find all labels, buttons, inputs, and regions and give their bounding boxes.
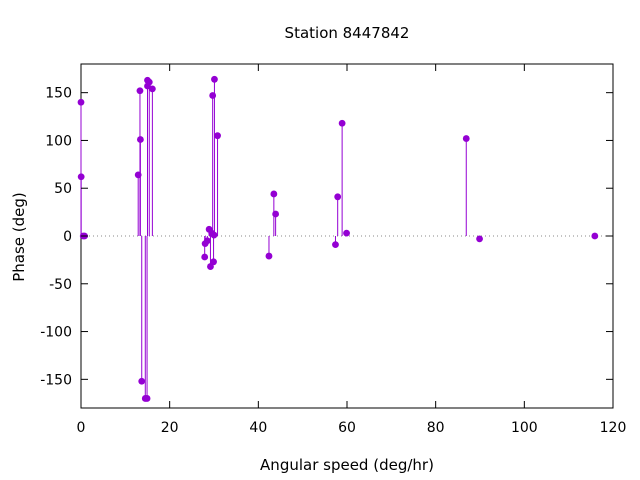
data-point	[77, 98, 85, 106]
x-tick-label: 40	[249, 420, 267, 436]
data-point	[203, 237, 211, 245]
x-axis-title: Angular speed (deg/hr)	[260, 456, 434, 474]
data-point	[138, 377, 146, 385]
data-point	[334, 193, 342, 201]
y-tick-label: -100	[40, 325, 72, 341]
data-point	[338, 119, 346, 127]
x-tick-label: 100	[511, 420, 538, 436]
y-axis-title: Phase (deg)	[10, 192, 28, 282]
chart-title: Station 8447842	[285, 24, 410, 42]
data-point	[462, 135, 470, 142]
x-tick-label: 60	[338, 420, 356, 436]
data-point	[343, 229, 350, 237]
data-point	[332, 241, 339, 249]
data-point	[211, 75, 218, 83]
y-tick-label: 150	[45, 86, 72, 102]
data-series	[77, 75, 599, 402]
x-tick-label: 120	[600, 420, 627, 436]
y-tick-label: 0	[63, 229, 72, 245]
data-point	[265, 252, 273, 260]
data-point	[210, 258, 217, 266]
data-point	[214, 132, 221, 140]
y-tick-label: -150	[40, 372, 72, 388]
data-point	[209, 92, 217, 99]
x-tick-label: 20	[161, 420, 179, 436]
data-point	[136, 87, 144, 95]
data-point	[201, 253, 209, 261]
data-point	[77, 173, 85, 181]
x-tick-label: 0	[77, 420, 86, 436]
data-point	[272, 210, 280, 218]
data-point	[145, 78, 153, 86]
data-point	[148, 85, 156, 93]
y-tick-label: -50	[49, 277, 72, 293]
data-point	[137, 136, 144, 143]
data-point	[591, 232, 599, 240]
data-point	[143, 395, 151, 402]
x-tick-label: 80	[427, 420, 445, 436]
y-tick-label: 50	[54, 181, 72, 197]
data-point	[476, 235, 483, 243]
axis-ticks: 0 20 40 60 80 100 120 -150 -100 -50 0 50 100 150	[40, 64, 626, 436]
y-tick-label: 100	[45, 133, 72, 149]
data-point	[270, 190, 278, 198]
